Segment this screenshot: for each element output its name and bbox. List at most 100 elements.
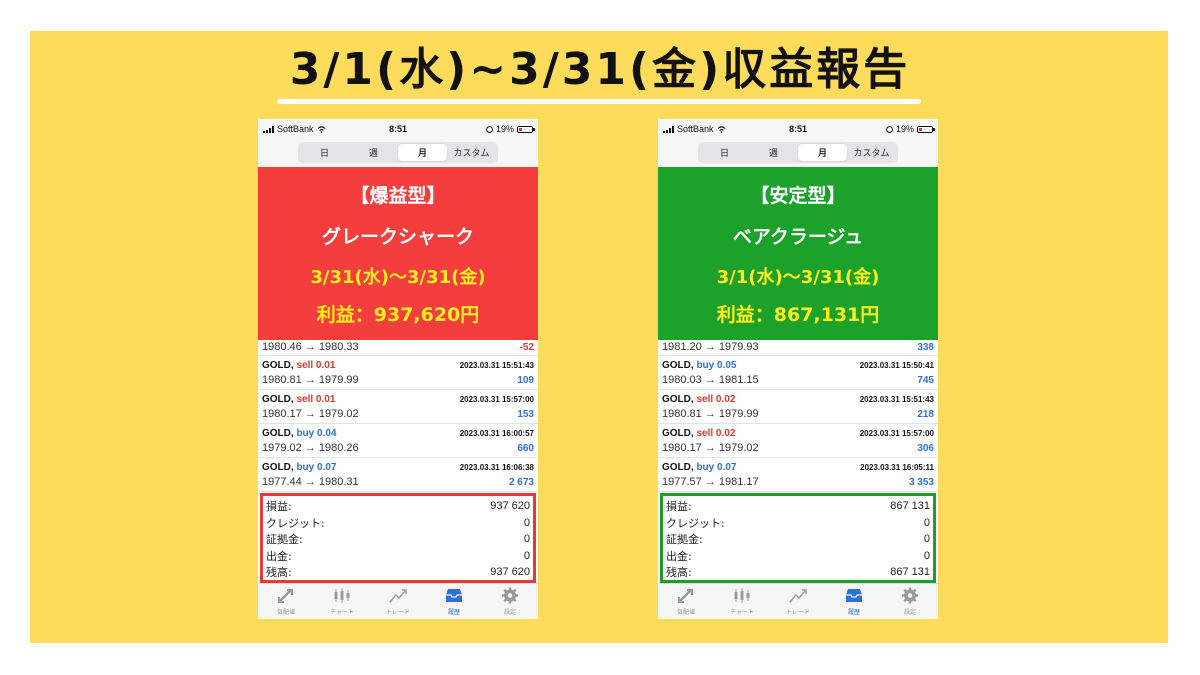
- deal-row[interactable]: GOLD, buy 0.05 2023.03.31 15:50:41 1980.…: [658, 356, 938, 390]
- deal-time: 2023.03.31 15:50:41: [859, 361, 934, 370]
- carrier-label: SoftBank: [277, 124, 314, 134]
- deal-side: buy 0.07: [696, 462, 737, 473]
- deal-row[interactable]: 1980.46 → 1980.33 -52: [258, 340, 538, 356]
- settings-icon: [502, 587, 518, 604]
- deal-symbol: GOLD,: [262, 428, 294, 439]
- deal-price: 1980.17 → 1979.02: [262, 408, 359, 420]
- deal-price: 1977.57 → 1981.17: [662, 476, 759, 488]
- tab-quotes[interactable]: 気配値: [658, 584, 714, 619]
- segment-month[interactable]: 月: [798, 144, 847, 161]
- strategy-type: 【爆益型】: [350, 185, 446, 207]
- strategy-period: 3/31(水)～3/31(金): [310, 267, 486, 288]
- deal-row[interactable]: GOLD, buy 0.07 2023.03.31 16:06:38 1977.…: [258, 458, 538, 492]
- period-segmented-control: 日 週 月 カスタム: [698, 142, 898, 163]
- chart-icon: [334, 588, 350, 603]
- period-segmented-control: 日 週 月 カスタム: [298, 142, 498, 163]
- strategy-banner: 【安定型】 ベアクラージュ 3/1(水)～3/31(金) 利益：867,131円: [658, 167, 938, 340]
- deal-row[interactable]: GOLD, sell 0.01 2023.03.31 15:57:00 1980…: [258, 390, 538, 424]
- strategy-banner: 【爆益型】 グレークシャーク 3/31(水)～3/31(金) 利益：937,62…: [258, 167, 538, 340]
- account-summary: 損益: 937 620 クレジット: 0 証拠金: 0 出金: 0 残高: 937 620: [260, 493, 536, 583]
- history-icon: [846, 589, 862, 602]
- tab-trade[interactable]: トレード: [370, 584, 426, 619]
- segment-week[interactable]: 週: [368, 149, 378, 159]
- deal-price: 1980.81 → 1979.99: [262, 374, 359, 386]
- deal-profit: 109: [517, 375, 534, 386]
- page-title: 3/1(水)~3/31(金)収益報告: [289, 44, 911, 95]
- deal-symbol: GOLD,: [662, 360, 694, 371]
- summary-row-balance: 残高: 867 131: [666, 566, 930, 580]
- strategy-profit: 利益：937,620円: [316, 304, 480, 326]
- tab-settings[interactable]: 設定: [482, 584, 538, 619]
- strategy-type: 【安定型】: [750, 185, 846, 207]
- deal-price: 1977.44 → 1980.31: [262, 476, 359, 488]
- summary-row-margin: 証拠金: 0: [666, 533, 930, 547]
- battery-percent: 19%: [495, 124, 514, 134]
- chart-icon: [734, 588, 750, 603]
- summary-row-credit: クレジット: 0: [266, 516, 530, 530]
- deal-time: 2023.03.31 16:05:11: [860, 463, 934, 472]
- deal-price: 1981.20 → 1979.93: [662, 341, 759, 353]
- trade-icon: [389, 589, 407, 603]
- deal-time: 2023.03.31 16:06:38: [459, 463, 534, 472]
- deal-row[interactable]: GOLD, sell 0.02 2023.03.31 15:51:43 1980…: [658, 390, 938, 424]
- signal-icon: [663, 125, 674, 133]
- deal-symbol: GOLD,: [262, 462, 294, 473]
- bottom-tab-bar: 気配値 チャート トレード 履歴 設定: [258, 583, 538, 619]
- deal-symbol: GOLD,: [262, 394, 294, 405]
- deal-side: sell 0.01: [296, 394, 336, 405]
- deal-profit: 218: [917, 409, 934, 420]
- deal-profit: -52: [519, 342, 534, 353]
- carrier-label: SoftBank: [677, 124, 714, 134]
- segment-week[interactable]: 週: [768, 149, 778, 159]
- deal-symbol: GOLD,: [662, 462, 694, 473]
- deal-profit: 338: [917, 342, 934, 353]
- segment-month[interactable]: 月: [398, 144, 447, 161]
- deal-profit: 2 673: [508, 477, 534, 488]
- strategy-profit: 利益：867,131円: [716, 304, 880, 326]
- tab-history[interactable]: 履歴: [826, 584, 882, 619]
- tab-quotes[interactable]: 気配値: [258, 584, 314, 619]
- rotation-lock-icon: [485, 125, 493, 133]
- deal-row[interactable]: GOLD, buy 0.07 2023.03.31 16:05:11 1977.…: [658, 458, 938, 492]
- deal-row[interactable]: GOLD, sell 0.01 2023.03.31 15:51:43 1980…: [258, 356, 538, 390]
- deal-price: 1979.02 → 1980.26: [262, 442, 359, 454]
- battery-icon: [517, 125, 535, 133]
- tab-chart[interactable]: チャート: [314, 584, 370, 619]
- deal-side: sell 0.01: [296, 360, 336, 371]
- tab-chart[interactable]: チャート: [714, 584, 770, 619]
- deal-side: buy 0.04: [296, 428, 337, 439]
- deal-time: 2023.03.31 15:51:43: [459, 361, 534, 370]
- summary-row-profit: 損益: 867 131: [666, 500, 930, 514]
- deal-price: 1980.46 → 1980.33: [262, 341, 359, 353]
- period-segment-bar: 日 週 月 カスタム: [258, 139, 538, 167]
- status-bar: SoftBank 8:51 19%: [258, 119, 538, 139]
- battery-icon: [917, 125, 935, 133]
- rotation-lock-icon: [885, 125, 893, 133]
- tab-trade[interactable]: トレード: [770, 584, 826, 619]
- phone-screenshot-aggressive: SoftBank 8:51 19% 日 週 月 カスタム 1980.46 → 1…: [258, 119, 538, 619]
- wifi-icon: [317, 125, 325, 133]
- deal-time: 2023.03.31 15:51:43: [859, 395, 934, 404]
- segment-custom[interactable]: カスタム: [453, 149, 490, 159]
- deal-row[interactable]: 1981.20 → 1979.93 338: [658, 340, 938, 356]
- deal-profit: 660: [517, 443, 534, 454]
- tab-history[interactable]: 履歴: [426, 584, 482, 619]
- strategy-name: ベアクラージュ: [732, 226, 864, 248]
- deal-row[interactable]: GOLD, sell 0.02 2023.03.31 15:57:00 1980…: [658, 424, 938, 458]
- segment-custom[interactable]: カスタム: [853, 149, 890, 159]
- tab-settings[interactable]: 設定: [882, 584, 938, 619]
- strategy-period: 3/1(水)～3/31(金): [716, 267, 880, 288]
- deal-side: buy 0.05: [696, 360, 737, 371]
- segment-day[interactable]: 日: [719, 149, 729, 159]
- segment-day[interactable]: 日: [319, 149, 329, 159]
- deal-profit: 745: [917, 375, 934, 386]
- deal-row[interactable]: GOLD, buy 0.04 2023.03.31 16:00:57 1979.…: [258, 424, 538, 458]
- quotes-icon: [678, 589, 693, 603]
- poster-background: [30, 31, 1168, 643]
- deal-side: buy 0.07: [296, 462, 337, 473]
- deal-profit: 306: [917, 443, 934, 454]
- clock: 8:51: [388, 124, 407, 134]
- summary-row-credit: クレジット: 0: [666, 516, 930, 530]
- account-summary: 損益: 867 131 クレジット: 0 証拠金: 0 出金: 0 残高: 867 131: [660, 493, 936, 583]
- deal-symbol: GOLD,: [662, 394, 694, 405]
